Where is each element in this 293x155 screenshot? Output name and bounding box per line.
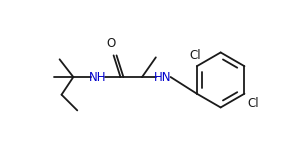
Text: Cl: Cl	[189, 49, 201, 62]
Text: NH: NH	[89, 71, 107, 84]
Text: O: O	[106, 38, 115, 51]
Text: HN: HN	[154, 71, 171, 84]
Text: Cl: Cl	[247, 97, 259, 110]
